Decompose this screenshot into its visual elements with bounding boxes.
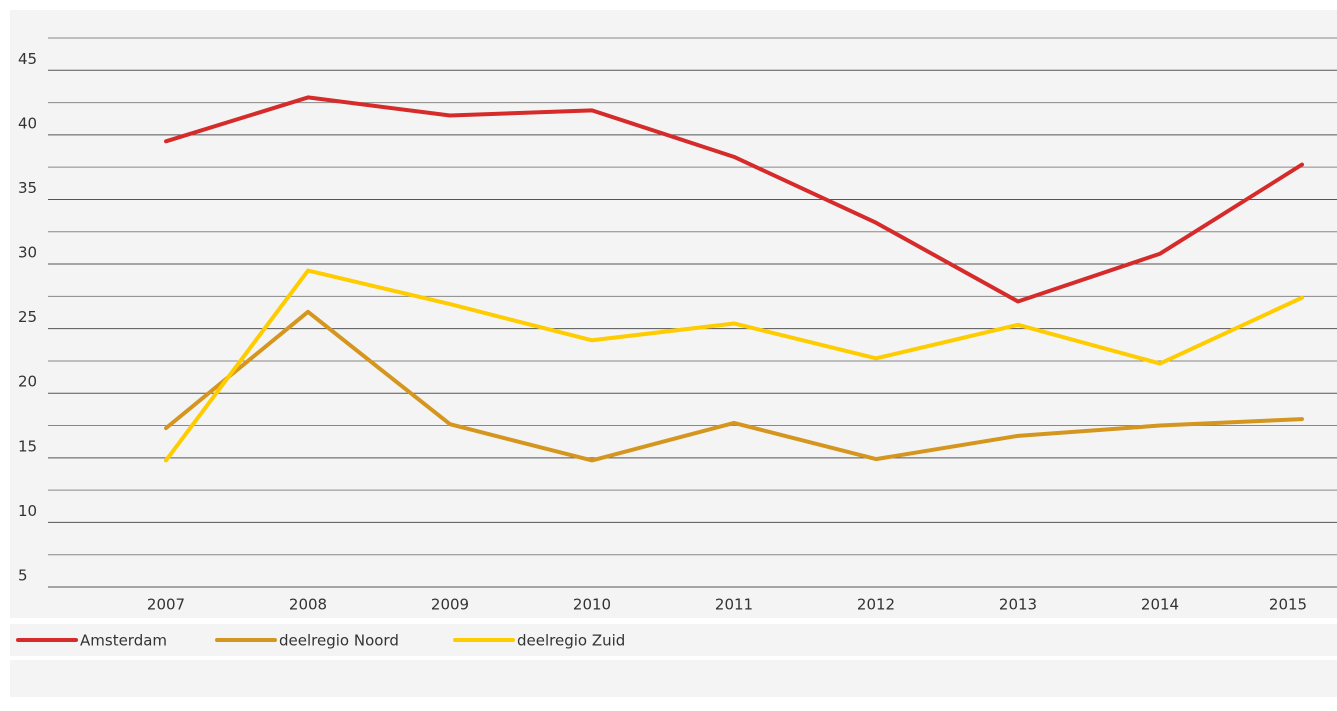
footer-background: [10, 660, 1337, 697]
y-tick-label: 15: [18, 437, 37, 455]
series-line: [164, 268, 1304, 463]
x-tick-label: 2013: [999, 596, 1037, 614]
x-tick-label: 2012: [857, 596, 895, 614]
x-tick-label: 2008: [289, 596, 327, 614]
x-tick-label: 2009: [431, 596, 469, 614]
x-tick-label: 2010: [573, 596, 611, 614]
y-tick-label: 30: [18, 244, 37, 262]
x-tick-label: 2015: [1269, 596, 1307, 614]
legend-background: [10, 624, 1337, 656]
y-tick-label: 35: [18, 179, 37, 197]
x-tick-label: 2011: [715, 596, 753, 614]
legend-label: deelregio Noord: [279, 632, 399, 650]
legend-label: deelregio Zuid: [517, 632, 625, 650]
y-tick-label: 20: [18, 373, 37, 391]
y-tick-label: 45: [18, 50, 37, 68]
y-tick-label: 25: [18, 308, 37, 326]
legend-label: Amsterdam: [80, 632, 167, 650]
x-tick-label: 2014: [1141, 596, 1179, 614]
x-tick-label: 2007: [147, 596, 185, 614]
y-tick-label: 40: [18, 114, 37, 132]
y-tick-label: 10: [18, 502, 37, 520]
series-line: [164, 309, 1304, 463]
series-line: [164, 95, 1304, 304]
y-tick-label: 5: [18, 567, 28, 585]
plot-background: [10, 10, 1337, 618]
